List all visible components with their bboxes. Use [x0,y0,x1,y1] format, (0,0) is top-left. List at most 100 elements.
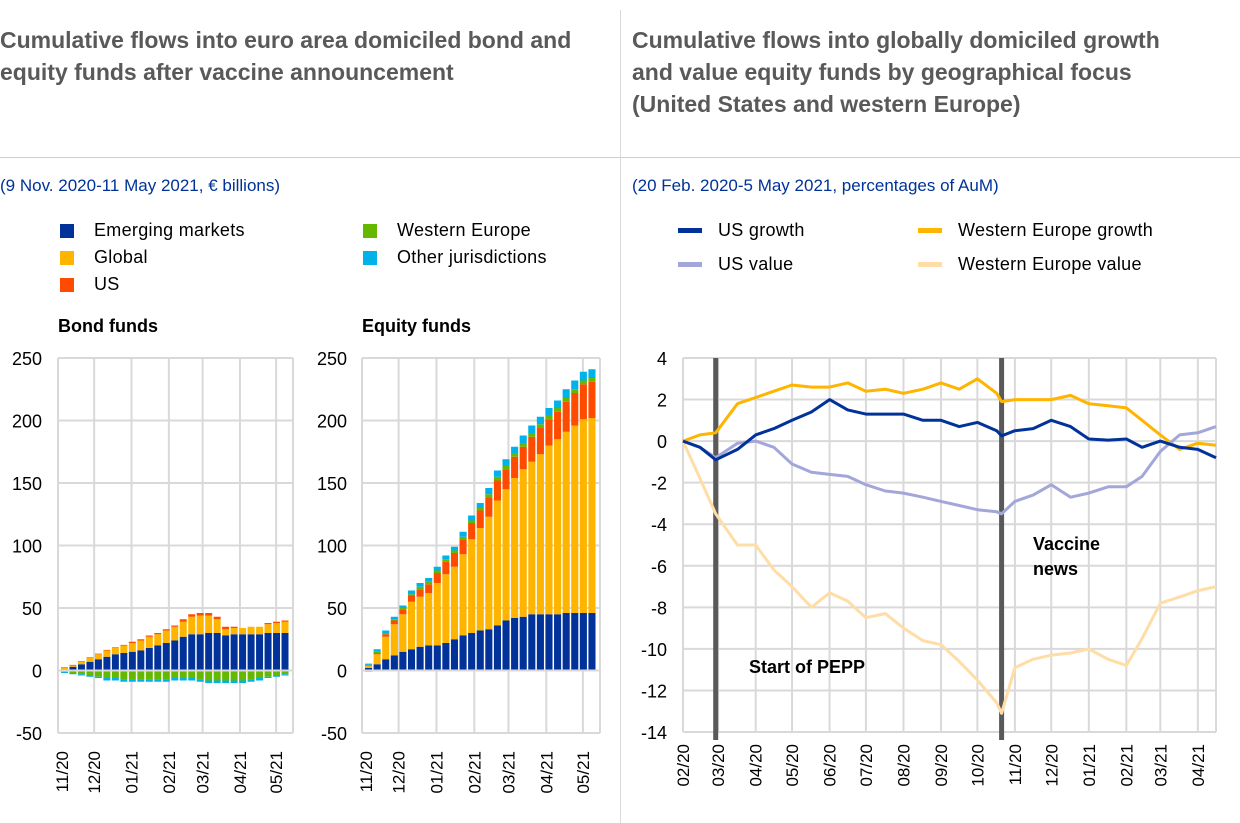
bar-segment [528,425,536,433]
bar-segment [399,609,407,615]
bar-segment [213,616,221,620]
series-line-us-value [682,425,1217,516]
bar-segment [137,679,145,682]
x-tick-label: 04/21 [231,751,250,794]
bar-segment [264,624,272,633]
bar-segment [390,624,398,656]
x-tick-label: 02/21 [160,751,179,794]
bar-segment [485,516,493,630]
legend-global: Global [60,247,148,268]
y-tick-label: 0 [32,662,42,682]
y-tick-label: 200 [12,412,42,432]
series-line-western-europe-value [681,440,1217,715]
bar-segment [373,649,381,652]
bar-segment [390,619,398,621]
x-tick-label: 03/21 [1151,744,1170,787]
bar-segment [145,635,153,637]
bar-segment [137,650,145,671]
left-title: Cumulative flows into euro area domicile… [0,27,572,85]
bar-segment [519,469,527,617]
bar-segment [86,675,94,677]
bar-segment [69,664,77,666]
bar-segment [94,653,102,655]
bar-segment [407,595,416,602]
x-tick-label: 04/20 [747,744,766,787]
bar-segment [588,418,596,613]
y-tick-label: 250 [12,349,42,369]
bar-segment [222,629,230,636]
bar-segment [511,618,519,671]
legend-label: Western Europe value [958,254,1142,274]
bar-segment [407,590,416,595]
bar-segment [416,583,424,587]
bar-segment [442,643,450,671]
x-tick-label: 03/21 [499,751,518,794]
bar-segment [205,670,213,681]
bar-segment [562,613,570,671]
bar-segment [94,659,102,671]
bar-segment [188,670,196,678]
x-tick-label: 01/21 [123,751,142,794]
bar-segment [188,614,196,617]
legend-swatch [678,262,702,267]
bar-segment [230,670,238,681]
x-tick-label: 04/21 [537,751,556,794]
bar-segment [579,613,587,671]
y-tick-label: 4 [657,349,667,369]
bar-segment [247,679,255,682]
bar-segment [205,613,213,616]
bar-segment [120,653,128,671]
x-tick-label: 08/20 [894,744,913,787]
bar-segment [536,428,544,455]
bar-segment [162,679,170,682]
bar-segment [459,554,467,636]
legend-swatch [60,250,74,265]
bar-segment [485,498,493,517]
x-tick-label: 12/20 [85,751,104,794]
bar-segment [171,625,179,627]
bar-segment [213,680,221,683]
bar-segment [86,670,94,676]
bar-segment [511,456,519,478]
bar-segment [588,613,596,671]
bar-segment [579,371,587,381]
bar-segment [433,566,441,571]
legend-swatch [918,228,942,233]
bar-segment [536,454,544,615]
bar-segment [86,661,94,671]
legend-label: Global [94,247,148,267]
bar-segment [205,615,213,633]
bar-segment [179,670,187,678]
bar-segment [213,670,221,681]
x-tick-label: 12/20 [390,751,409,794]
bar-segment [468,523,476,540]
bar-segment [588,381,596,418]
bar-segment [154,679,162,682]
bar-segment [554,400,562,408]
bar-segment [111,678,119,681]
bar-segment [196,615,204,635]
bar-segment [502,620,510,671]
bar-segment [545,614,553,671]
legend-label: Emerging markets [94,220,245,240]
x-tick-label: 05/21 [267,751,286,794]
legend-us: US [60,274,120,295]
annotation-vaccine-news: news [1033,559,1078,579]
bar-segment [137,640,145,651]
bar-segment [502,465,510,470]
bar-segment [545,415,553,420]
y-tick-label: -12 [641,681,667,701]
bar-segment [128,679,136,682]
bar-segment [528,461,536,615]
bar-segment [416,596,424,647]
bar-segment [273,670,281,676]
bar-segment [196,613,204,616]
legend-swatch [918,262,942,267]
bar-segment [373,651,381,653]
bar-segment [154,670,162,680]
legend-emerging-markets: Emerging markets [60,220,245,241]
bar-segment [399,614,407,652]
bar-segment [171,678,179,681]
bar-segment [493,480,501,501]
